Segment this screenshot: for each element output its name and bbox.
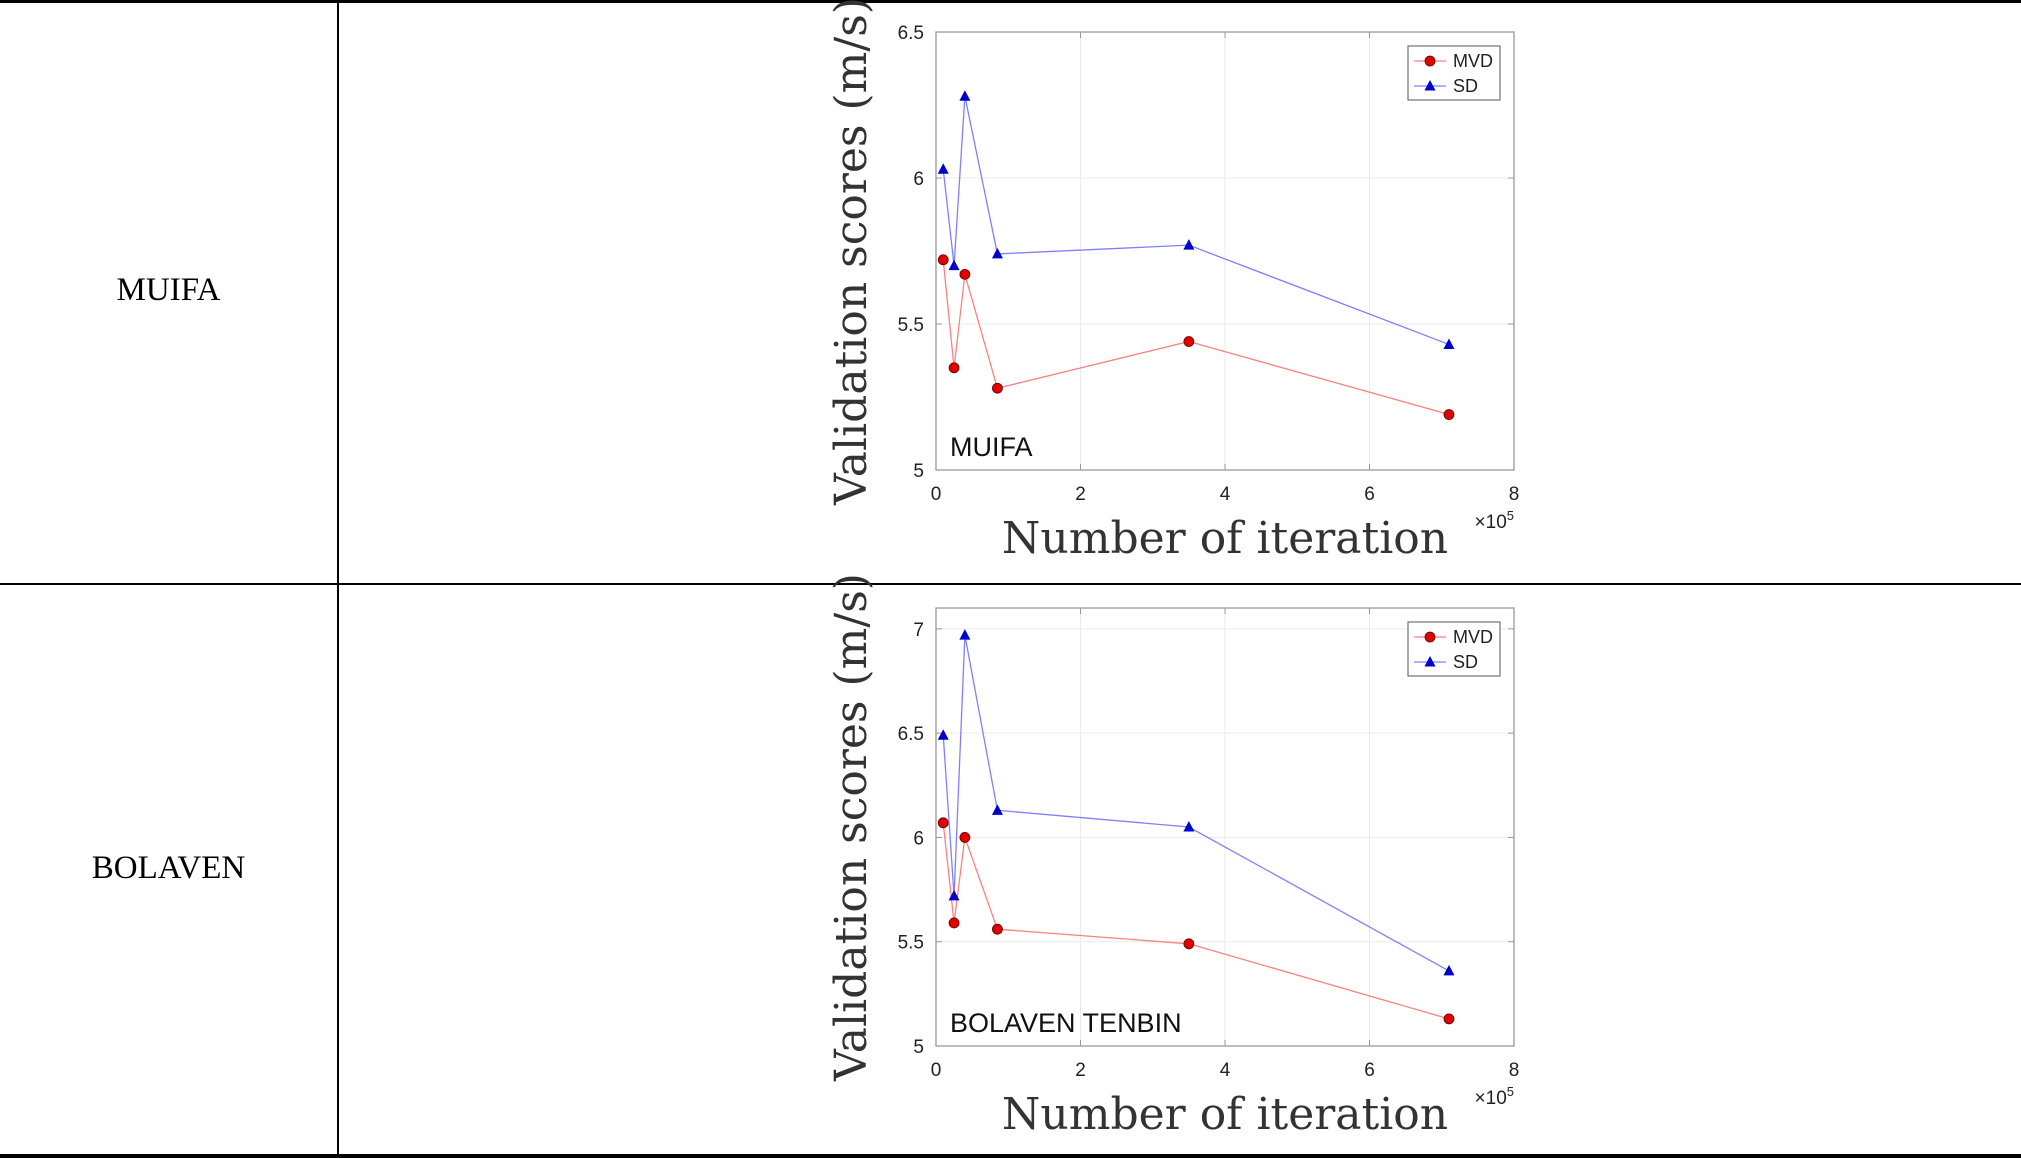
x-tick-label: 8 <box>1509 1060 1520 1081</box>
legend-label-sd: SD <box>1453 76 1478 96</box>
validation-chart-bolaven: 0 2 4 6 8 5 5.5 6 6.5 7 ×105 Number of iteration Val… <box>826 573 1520 1140</box>
data-point-sd <box>991 804 1003 815</box>
legend-marker-sd <box>1424 656 1436 667</box>
x-tick-label: 4 <box>1220 484 1231 505</box>
data-point-mvd <box>1443 409 1455 420</box>
y-tick-label: 7 <box>913 620 924 641</box>
data-point-sd <box>948 259 960 271</box>
x-tick-label: 0 <box>931 1060 942 1081</box>
table-bottom-rule <box>0 1154 2021 1158</box>
data-point-mvd <box>1183 938 1195 950</box>
data-point-mvd <box>937 817 949 829</box>
data-point-mvd <box>959 832 971 843</box>
table-column-divider <box>337 2 339 1157</box>
data-point-sd <box>1183 239 1195 250</box>
legend-marker-mvd <box>1424 631 1436 643</box>
x-tick-label: 6 <box>1364 1060 1375 1081</box>
data-point-sd <box>1443 964 1455 976</box>
table-top-rule <box>0 0 2021 3</box>
x-tick-label: 8 <box>1509 484 1520 505</box>
plot-annotation: BOLAVEN TENBIN <box>950 1008 1182 1038</box>
legend-box <box>1407 621 1501 677</box>
legend-marker-sd <box>1424 80 1436 91</box>
data-point-sd <box>959 629 971 640</box>
data-point-sd <box>959 90 971 101</box>
y-tick-label: 6 <box>913 828 924 849</box>
legend: MVD SD <box>1407 45 1501 101</box>
y-tick-label: 6.5 <box>898 23 924 44</box>
series-line-sd <box>942 634 1450 972</box>
y-axis-title: Validation scores (m/s) <box>826 0 877 506</box>
data-point-mvd <box>1443 1013 1455 1025</box>
x-tick-label: 2 <box>1075 484 1086 505</box>
validation-chart-muifa: 0 2 4 6 8 5 5.5 6 6.5 ×105 Number of iteration Vali… <box>826 0 1520 564</box>
data-point-mvd <box>992 923 1003 935</box>
legend-label-mvd: MVD <box>1453 627 1493 647</box>
legend-label-sd: SD <box>1453 652 1478 672</box>
y-tick-label: 5.5 <box>898 933 924 954</box>
y-tick-label: 5.5 <box>898 315 924 336</box>
series-line-mvd <box>942 822 1450 1020</box>
x-tick-label: 6 <box>1364 484 1375 505</box>
data-point-sd <box>1183 821 1195 832</box>
series-line-mvd <box>942 259 1450 416</box>
row-label-bolaven: BOLAVEN <box>91 850 246 886</box>
data-point-mvd <box>992 382 1003 394</box>
x-tick-label: 0 <box>931 484 942 505</box>
data-point-sd <box>1443 338 1455 349</box>
data-point-mvd <box>937 254 949 266</box>
plot-annotation: MUIFA <box>950 432 1033 462</box>
data-point-sd <box>948 889 960 901</box>
legend-label-mvd: MVD <box>1453 51 1493 71</box>
x-tick-label: 2 <box>1075 1060 1086 1081</box>
series-line-sd <box>942 96 1450 346</box>
legend-box <box>1407 45 1501 101</box>
data-point-mvd <box>948 362 960 374</box>
y-tick-label: 6 <box>913 169 924 190</box>
x-axis-title: Number of iteration <box>1002 513 1448 564</box>
data-point-mvd <box>959 268 971 280</box>
x-axis-title: Number of iteration <box>1002 1089 1448 1140</box>
table-row-divider <box>0 583 2021 585</box>
y-tick-label: 6.5 <box>898 724 924 745</box>
y-tick-label: 5 <box>913 1037 924 1058</box>
data-point-sd <box>937 729 949 740</box>
data-point-mvd <box>1183 336 1195 347</box>
legend-marker-mvd <box>1424 55 1436 67</box>
legend: MVD SD <box>1407 621 1501 677</box>
data-point-mvd <box>948 917 960 929</box>
y-tick-label: 5 <box>913 461 924 482</box>
y-axis-title: Validation scores (m/s) <box>826 573 877 1082</box>
row-label-muifa: MUIFA <box>116 272 221 308</box>
data-point-sd <box>937 163 949 174</box>
x-tick-label: 4 <box>1220 1060 1231 1081</box>
x-axis-multiplier: ×105 <box>1475 1084 1514 1109</box>
x-axis-multiplier: ×105 <box>1475 508 1514 533</box>
data-point-sd <box>991 247 1003 259</box>
